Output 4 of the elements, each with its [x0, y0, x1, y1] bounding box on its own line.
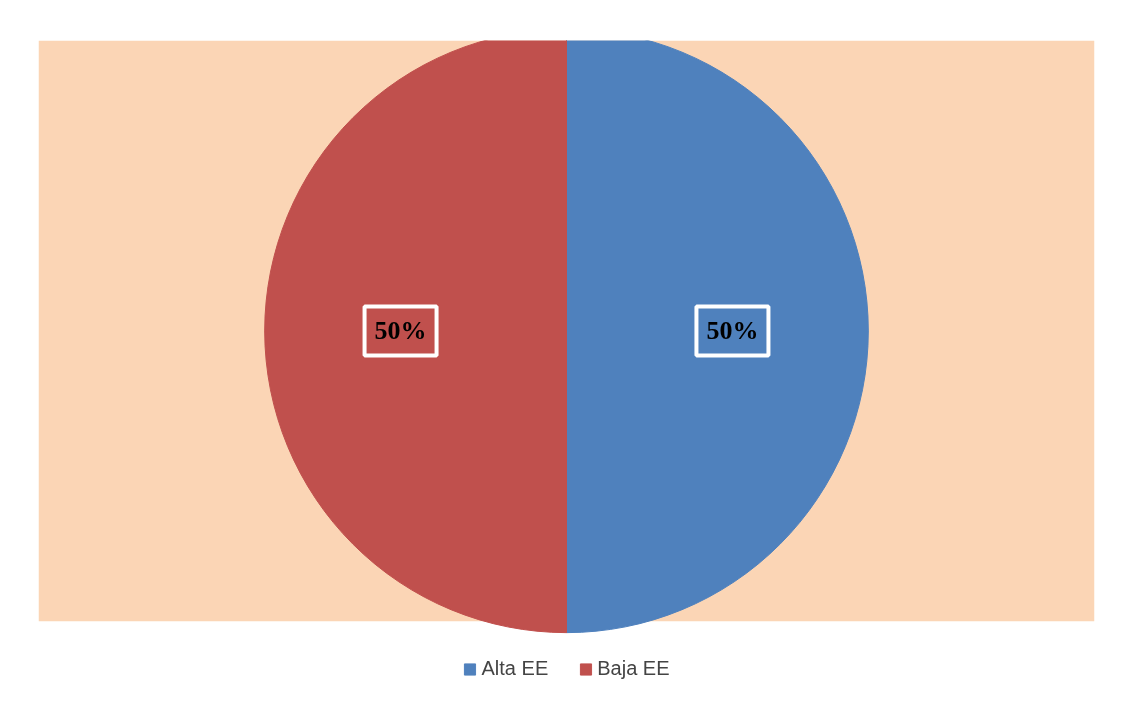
data-label: 50%: [374, 316, 427, 346]
legend-label: Baja EE: [597, 657, 670, 680]
data-label: 50%: [706, 316, 759, 346]
legend-label: Alta EE: [481, 657, 549, 680]
